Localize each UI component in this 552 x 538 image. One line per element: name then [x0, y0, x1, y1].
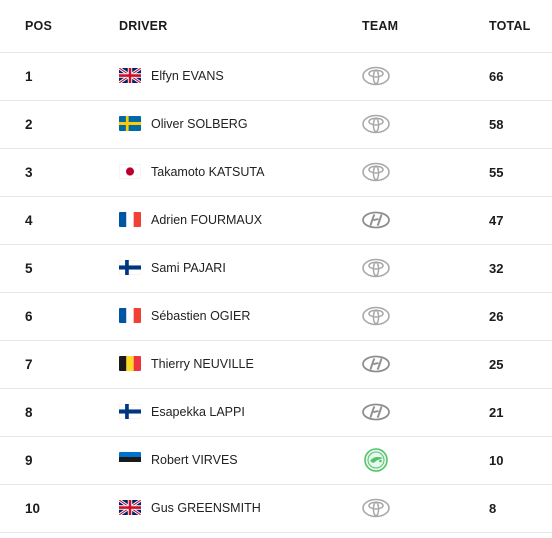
- header-driver: DRIVER: [119, 19, 168, 33]
- total-points: 21: [489, 405, 504, 420]
- table-row[interactable]: 8 Esapekka LAPPI 21: [0, 389, 552, 437]
- total-points: 25: [489, 357, 504, 372]
- table-row[interactable]: 10 Gus GREENSMITH 8: [0, 485, 552, 533]
- jp-flag-icon: [119, 164, 141, 179]
- fi-flag-icon: [119, 404, 141, 419]
- position: 9: [25, 453, 33, 468]
- driver-name[interactable]: Thierry NEUVILLE: [151, 357, 254, 371]
- header-total: TOTAL: [489, 19, 531, 33]
- toyota-logo-icon: [361, 64, 391, 88]
- toyota-logo-icon: [361, 304, 391, 328]
- ee-flag-icon: [119, 452, 141, 467]
- table-body: 1 Elfyn EVANS 66 2 Oliver SOLBERG 58 3 Takamoto…: [0, 53, 552, 533]
- be-flag-icon: [119, 356, 141, 371]
- position: 2: [25, 117, 33, 132]
- driver-name[interactable]: Elfyn EVANS: [151, 69, 224, 83]
- toyota-logo-icon: [361, 496, 391, 520]
- hyundai-logo-icon: [361, 352, 391, 376]
- se-flag-icon: [119, 116, 141, 131]
- total-points: 47: [489, 213, 504, 228]
- position: 4: [25, 213, 33, 228]
- position: 1: [25, 69, 33, 84]
- total-points: 58: [489, 117, 504, 132]
- fr-flag-icon: [119, 212, 141, 227]
- position: 10: [25, 501, 41, 516]
- position: 8: [25, 405, 33, 420]
- driver-name[interactable]: Esapekka LAPPI: [151, 405, 245, 419]
- table-row[interactable]: 4 Adrien FOURMAUX 47: [0, 197, 552, 245]
- table-row[interactable]: 2 Oliver SOLBERG 58: [0, 101, 552, 149]
- position: 7: [25, 357, 33, 372]
- header-pos: POS: [25, 19, 52, 33]
- position: 3: [25, 165, 33, 180]
- toyota-logo-icon: [361, 112, 391, 136]
- table-row[interactable]: 1 Elfyn EVANS 66: [0, 53, 552, 101]
- driver-name[interactable]: Adrien FOURMAUX: [151, 213, 263, 227]
- driver-name[interactable]: Robert VIRVES: [151, 453, 238, 467]
- hyundai-logo-icon: [361, 208, 391, 232]
- table-row[interactable]: 7 Thierry NEUVILLE 25: [0, 341, 552, 389]
- position: 5: [25, 261, 33, 276]
- table-row[interactable]: 6 Sébastien OGIER 26: [0, 293, 552, 341]
- total-points: 26: [489, 309, 504, 324]
- total-points: 55: [489, 165, 504, 180]
- skoda-logo-icon: [361, 448, 391, 472]
- driver-name[interactable]: Takamoto KATSUTA: [151, 165, 265, 179]
- position: 6: [25, 309, 33, 324]
- total-points: 8: [489, 501, 497, 516]
- table-header: POS DRIVER TEAM TOTAL: [0, 0, 552, 53]
- hyundai-logo-icon: [361, 400, 391, 424]
- toyota-logo-icon: [361, 160, 391, 184]
- toyota-logo-icon: [361, 256, 391, 280]
- header-team: TEAM: [362, 19, 399, 33]
- total-points: 32: [489, 261, 504, 276]
- driver-name[interactable]: Sébastien OGIER: [151, 309, 251, 323]
- fi-flag-icon: [119, 260, 141, 275]
- fr-flag-icon: [119, 308, 141, 323]
- driver-name[interactable]: Gus GREENSMITH: [151, 501, 261, 515]
- table-row[interactable]: 3 Takamoto KATSUTA 55: [0, 149, 552, 197]
- driver-name[interactable]: Sami PAJARI: [151, 261, 226, 275]
- total-points: 10: [489, 453, 504, 468]
- gb-flag-icon: [119, 68, 141, 83]
- total-points: 66: [489, 69, 504, 84]
- driver-name[interactable]: Oliver SOLBERG: [151, 117, 248, 131]
- gb-flag-icon: [119, 500, 141, 515]
- table-row[interactable]: 9 Robert VIRVES 10: [0, 437, 552, 485]
- table-row[interactable]: 5 Sami PAJARI 32: [0, 245, 552, 293]
